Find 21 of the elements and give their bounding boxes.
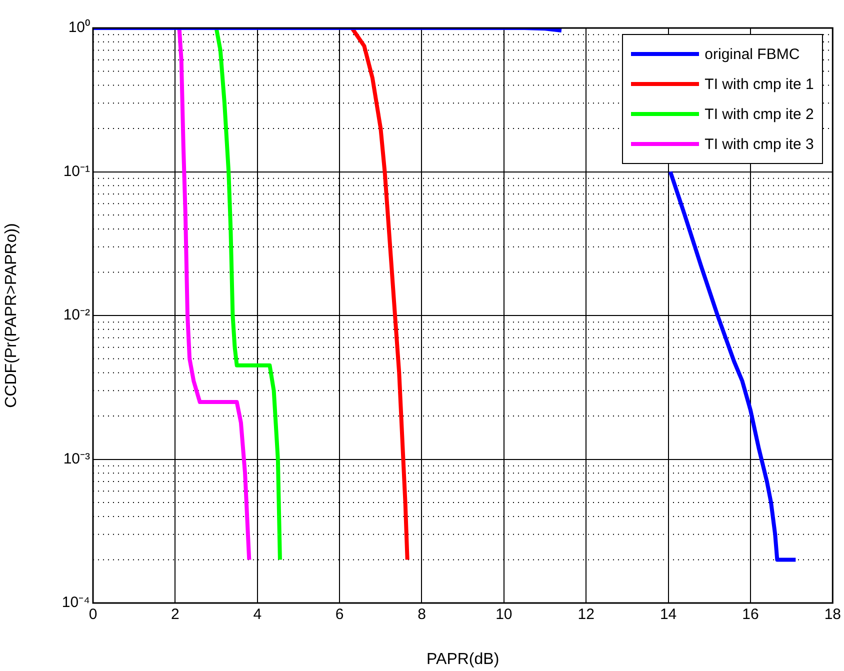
x-axis-title: PAPR(dB) (426, 650, 500, 668)
x-tick-label: 16 (742, 606, 759, 624)
legend-label: original FBMC (704, 46, 800, 62)
y-tick-label: 10⁻³ (63, 450, 90, 468)
x-tick-label: 12 (578, 606, 594, 624)
y-tick-label: 10⁻¹ (63, 162, 90, 180)
legend-label: TI with cmp ite 3 (704, 136, 814, 152)
x-tick-label: 8 (418, 606, 426, 624)
x-tick-label: 14 (660, 606, 677, 624)
x-tick-label: 10 (496, 606, 512, 624)
legend-label: TI with cmp ite 2 (704, 106, 814, 122)
x-tick-label: 2 (171, 606, 180, 624)
x-tick-label: 0 (88, 606, 98, 624)
x-tick-label: 6 (335, 606, 344, 624)
x-tick-label: 18 (824, 606, 841, 624)
legend-label: TI with cmp ite 1 (704, 76, 814, 92)
y-tick-label: 10⁻⁴ (62, 594, 90, 612)
x-tick-label: 4 (253, 606, 262, 624)
y-tick-label: 10⁰ (68, 19, 90, 36)
y-tick-label: 10⁻² (63, 306, 90, 324)
y-axis-title: CCDF(Pr(PAPR>PAPRo)) (3, 223, 20, 408)
